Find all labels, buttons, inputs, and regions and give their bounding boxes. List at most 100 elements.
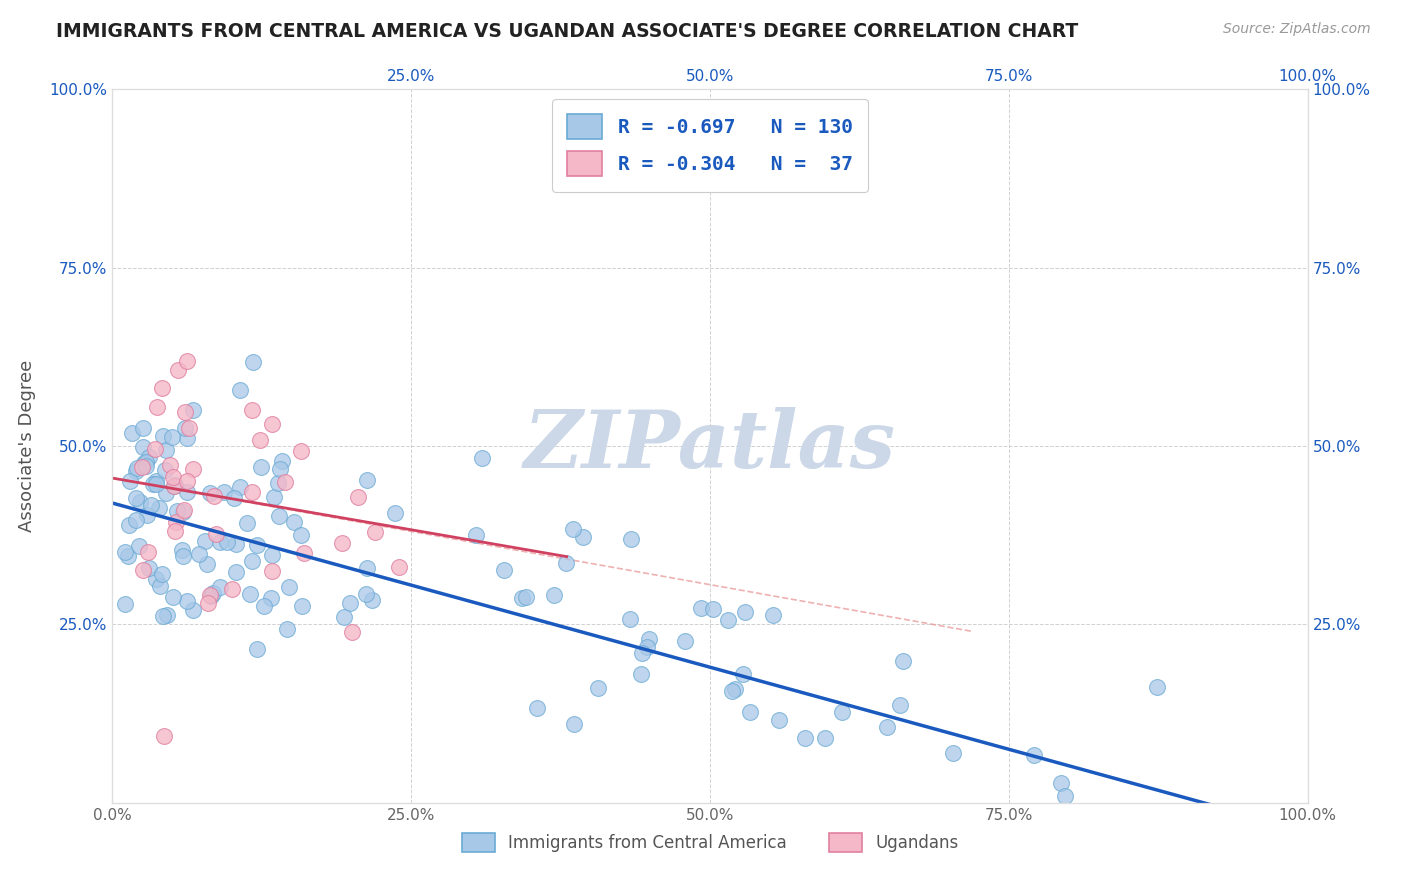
Point (876, 720, 898, 734)
Point (153, 729, 176, 743)
Point (202, 586, 225, 600)
Point (125, 461, 148, 475)
Point (114, 545, 136, 559)
Point (202, 490, 225, 504)
Point (253, 599, 276, 613)
Point (464, 528, 486, 542)
Point (132, 440, 155, 454)
Point (165, 477, 187, 491)
Point (165, 516, 187, 530)
Point (163, 479, 186, 493)
Point (793, 731, 815, 746)
Point (384, 506, 406, 520)
Point (240, 403, 263, 417)
Point (246, 642, 269, 657)
Point (762, 608, 785, 623)
Point (131, 460, 153, 475)
Point (526, 701, 548, 715)
Point (889, 698, 911, 712)
Point (145, 475, 167, 489)
Point (702, 602, 724, 616)
Point (132, 420, 155, 434)
Point (471, 451, 494, 466)
Point (731, 667, 754, 681)
Point (121, 425, 143, 440)
Point (148, 500, 170, 515)
Point (162, 590, 184, 604)
Point (717, 613, 740, 627)
Point (291, 599, 314, 613)
Legend: Immigrants from Central America, Ugandans: Immigrants from Central America, Ugandan… (456, 827, 965, 859)
Point (194, 533, 217, 548)
Point (330, 536, 353, 550)
Point (173, 503, 195, 517)
Point (132, 563, 155, 577)
Point (214, 484, 236, 499)
Point (768, 714, 790, 728)
Point (153, 462, 176, 476)
Point (150, 380, 173, 394)
Text: IMMIGRANTS FROM CENTRAL AMERICA VS UGANDAN ASSOCIATE'S DEGREE CORRELATION CHART: IMMIGRANTS FROM CENTRAL AMERICA VS UGAND… (56, 22, 1078, 41)
Point (152, 428, 174, 442)
Point (269, 462, 291, 476)
Point (176, 485, 198, 500)
Point (155, 486, 177, 500)
Point (515, 591, 537, 605)
Point (143, 442, 166, 457)
Point (270, 454, 292, 468)
Point (260, 564, 283, 578)
Point (155, 443, 177, 458)
Point (388, 560, 411, 574)
Point (135, 459, 157, 474)
Point (138, 450, 160, 464)
Point (149, 579, 172, 593)
Point (340, 624, 363, 639)
Point (200, 589, 222, 603)
Point (135, 455, 157, 469)
Point (163, 524, 186, 539)
Point (195, 557, 218, 571)
Point (721, 684, 744, 698)
Point (209, 580, 232, 594)
Point (176, 594, 198, 608)
Point (333, 610, 356, 624)
Point (134, 456, 156, 470)
Point (1050, 775, 1073, 789)
Point (229, 480, 252, 494)
Point (637, 632, 659, 647)
Point (125, 513, 148, 527)
Point (170, 542, 193, 557)
Point (221, 582, 243, 596)
Point (174, 405, 197, 419)
Text: ZIPatlas: ZIPatlas (524, 408, 896, 484)
Point (200, 589, 222, 603)
Point (114, 597, 136, 611)
Point (150, 566, 173, 581)
Point (572, 531, 595, 545)
Point (290, 443, 312, 458)
Point (146, 400, 169, 414)
Point (173, 421, 195, 435)
Point (176, 431, 198, 445)
Point (356, 473, 378, 487)
Point (176, 354, 198, 368)
Point (724, 682, 747, 697)
Point (136, 508, 159, 522)
Point (225, 536, 247, 550)
Point (183, 461, 205, 475)
Point (1054, 789, 1077, 803)
Point (586, 681, 609, 695)
Point (172, 549, 194, 563)
Point (354, 587, 377, 601)
Point (814, 731, 837, 745)
Point (942, 746, 965, 760)
Point (156, 607, 179, 622)
Point (181, 403, 204, 417)
Point (260, 548, 283, 562)
Point (205, 527, 228, 541)
Point (631, 646, 654, 660)
Point (356, 561, 378, 575)
Point (118, 517, 141, 532)
Point (561, 522, 583, 536)
Point (339, 596, 361, 610)
